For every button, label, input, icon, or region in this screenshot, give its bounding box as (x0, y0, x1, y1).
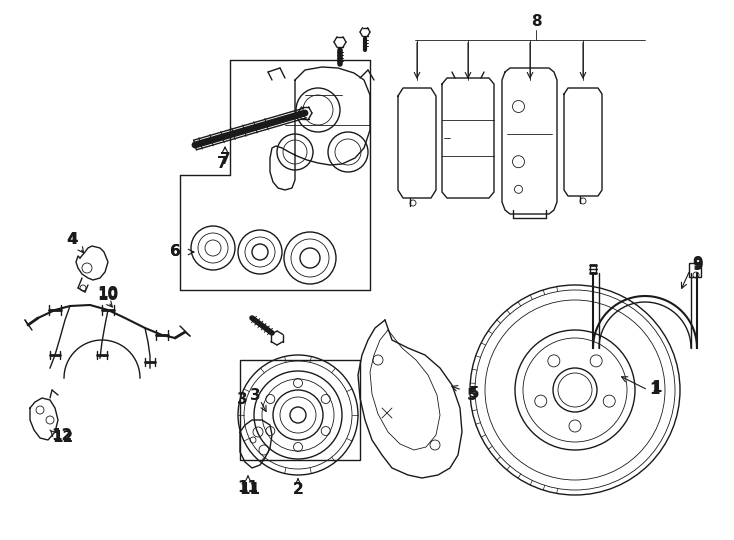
Text: 5: 5 (467, 388, 477, 402)
Text: 1: 1 (650, 382, 661, 397)
Text: 3: 3 (236, 393, 247, 408)
Bar (689, 263, 701, 277)
Text: 7: 7 (217, 156, 228, 171)
Text: 3: 3 (250, 388, 261, 402)
Text: 6: 6 (170, 245, 181, 260)
Text: 10: 10 (98, 286, 119, 300)
Text: 8: 8 (531, 15, 541, 30)
Text: 1: 1 (652, 381, 662, 395)
Text: 12: 12 (52, 429, 73, 444)
Bar (240, 360, 360, 460)
Text: 9: 9 (693, 258, 703, 273)
Text: 12: 12 (51, 428, 73, 442)
Text: 5: 5 (469, 387, 479, 402)
Text: 11: 11 (238, 481, 258, 496)
Text: 2: 2 (293, 483, 303, 497)
Text: 6: 6 (170, 245, 181, 260)
Text: 10: 10 (98, 287, 119, 302)
Text: 9: 9 (693, 255, 703, 271)
Text: 11: 11 (239, 483, 261, 497)
Text: 7: 7 (219, 152, 230, 167)
Text: 4: 4 (68, 233, 79, 247)
Text: 4: 4 (67, 233, 77, 247)
Text: 2: 2 (293, 483, 303, 497)
